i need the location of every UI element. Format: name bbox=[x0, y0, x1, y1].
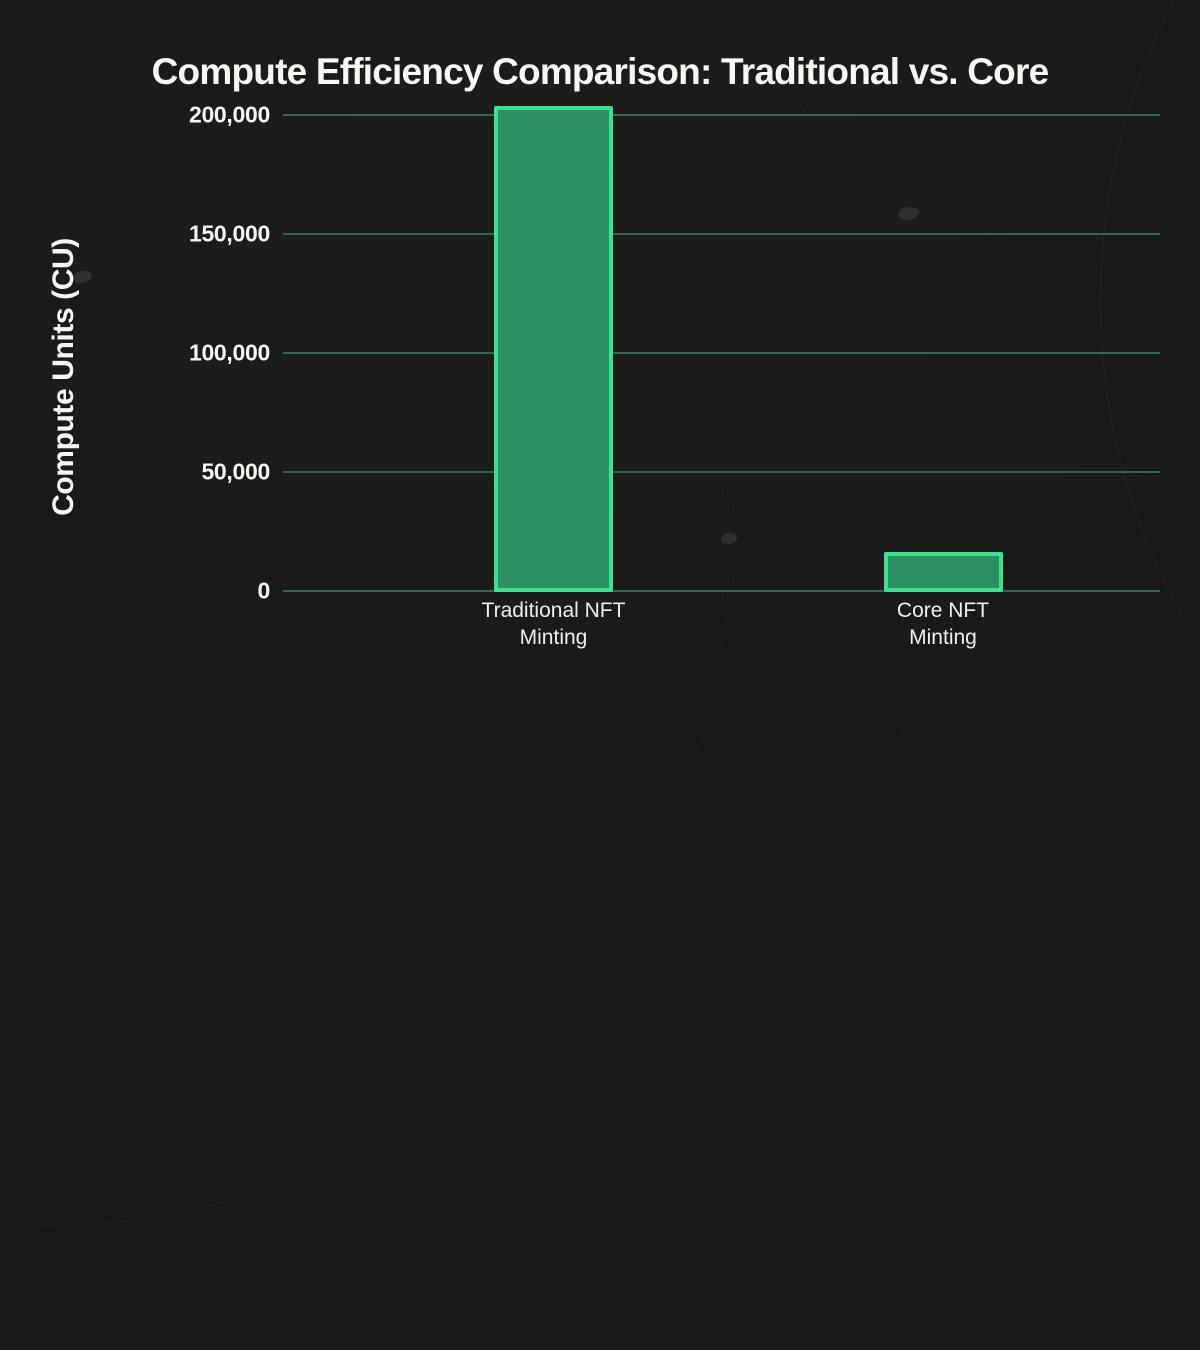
gridline-200000 bbox=[283, 114, 1160, 116]
x-category-label: Traditional NFT Minting bbox=[482, 597, 626, 651]
x-category-label-line: Minting bbox=[909, 626, 977, 649]
bar-core-nft-minting bbox=[883, 551, 1003, 592]
gridline-50000 bbox=[283, 471, 1160, 473]
y-tick-label: 100,000 bbox=[188, 339, 270, 366]
gridline-100000 bbox=[283, 352, 1160, 354]
x-category-label-line: Minting bbox=[519, 626, 588, 649]
y-axis-title: Compute Units (CU) bbox=[47, 238, 80, 516]
gridline-0 bbox=[283, 590, 1160, 592]
gridline-150000 bbox=[283, 233, 1160, 235]
x-category-label-line: Core NFT bbox=[896, 599, 990, 622]
x-category-label-line: Traditional NFT bbox=[481, 599, 626, 622]
y-tick-label: 50,000 bbox=[201, 458, 270, 485]
chart-title: Compute Efficiency Comparison: Tradition… bbox=[151, 50, 1050, 92]
x-category-label: Core NFT Minting bbox=[897, 597, 989, 651]
y-tick-label: 0 bbox=[257, 577, 271, 604]
texture-dot bbox=[720, 531, 738, 546]
bar-traditional-nft-minting bbox=[494, 106, 613, 592]
y-tick-label: 150,000 bbox=[188, 220, 270, 247]
background-circle bbox=[0, 0, 922, 1350]
background-circle bbox=[1100, 0, 1200, 952]
texture-dot bbox=[897, 205, 920, 222]
y-tick-label: 200,000 bbox=[188, 101, 270, 128]
